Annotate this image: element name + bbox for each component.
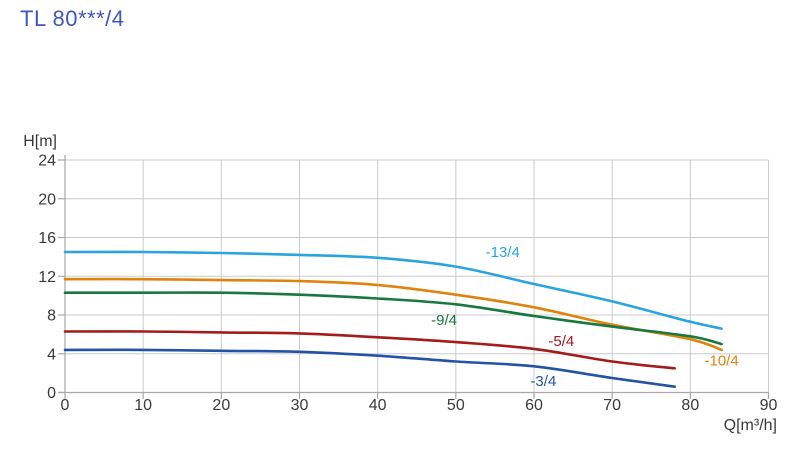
y-tick-label-24: 24 [38,153,56,170]
x-tick-label-50: 50 [447,397,465,414]
x-tick-label-30: 30 [291,397,309,414]
x-tick-label-40: 40 [369,397,387,414]
y-tick-label-20: 20 [38,191,56,208]
x-tick-label-90: 90 [760,397,778,414]
x-tick-label-60: 60 [525,397,543,414]
curve--5/4 [63,330,676,370]
curve-label--10/4: -10/4 [704,353,738,370]
x-tick-label-0: 0 [61,397,70,414]
x-tick-label-10: 10 [134,397,152,414]
y-axis-label: H[m] [23,133,57,150]
y-tick-label-8: 8 [47,308,56,325]
y-tick-label-12: 12 [38,269,56,286]
curve-label--9/4: -9/4 [431,312,457,329]
y-tick-label-16: 16 [38,230,56,247]
curve-label--3/4: -3/4 [530,373,556,390]
y-tick-label-4: 4 [47,346,56,363]
curve--9/4 [63,291,723,346]
curve--3/4 [63,348,676,388]
y-tick-label-0: 0 [47,385,56,402]
curve--13/4 [63,250,723,330]
x-tick-label-70: 70 [603,397,621,414]
page-title: TL 80***/4 [20,6,125,31]
x-axis-label: Q[m³/h] [724,417,777,434]
curve-label--5/4: -5/4 [548,333,574,350]
x-tick-label-80: 80 [681,397,699,414]
curve-label--13/4: -13/4 [486,244,520,261]
x-tick-label-20: 20 [212,397,230,414]
